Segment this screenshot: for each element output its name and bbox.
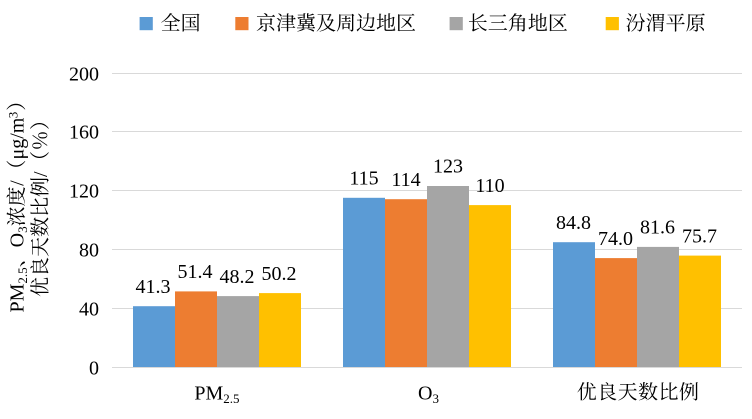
svg-text:41.3: 41.3 [136,276,171,298]
svg-text:123: 123 [433,156,463,178]
svg-text:75.7: 75.7 [682,225,717,247]
svg-text:40: 40 [79,298,99,320]
svg-text:160: 160 [69,121,99,143]
svg-text:2.5: 2.5 [15,267,30,283]
svg-text:3: 3 [6,112,21,119]
svg-text:81.6: 81.6 [640,217,675,239]
svg-text:48.2: 48.2 [220,266,255,288]
svg-text:115: 115 [349,168,378,190]
svg-text:PM: PM [7,283,29,312]
svg-text:120: 120 [69,180,99,202]
svg-text:200: 200 [69,63,99,85]
svg-text:50.2: 50.2 [262,263,297,285]
svg-text:μg/m: μg/m [7,117,29,159]
svg-text:/: / [7,180,29,186]
svg-text:80: 80 [79,239,99,261]
svg-text:51.4: 51.4 [178,261,213,283]
svg-text:110: 110 [475,175,504,197]
svg-text:O: O [7,233,29,247]
svg-text:84.8: 84.8 [556,212,591,234]
svg-text:0: 0 [89,357,99,379]
svg-text:/: / [30,171,52,177]
svg-text:3: 3 [15,226,30,233]
svg-text:114: 114 [391,169,420,191]
svg-text:74.0: 74.0 [598,228,633,250]
